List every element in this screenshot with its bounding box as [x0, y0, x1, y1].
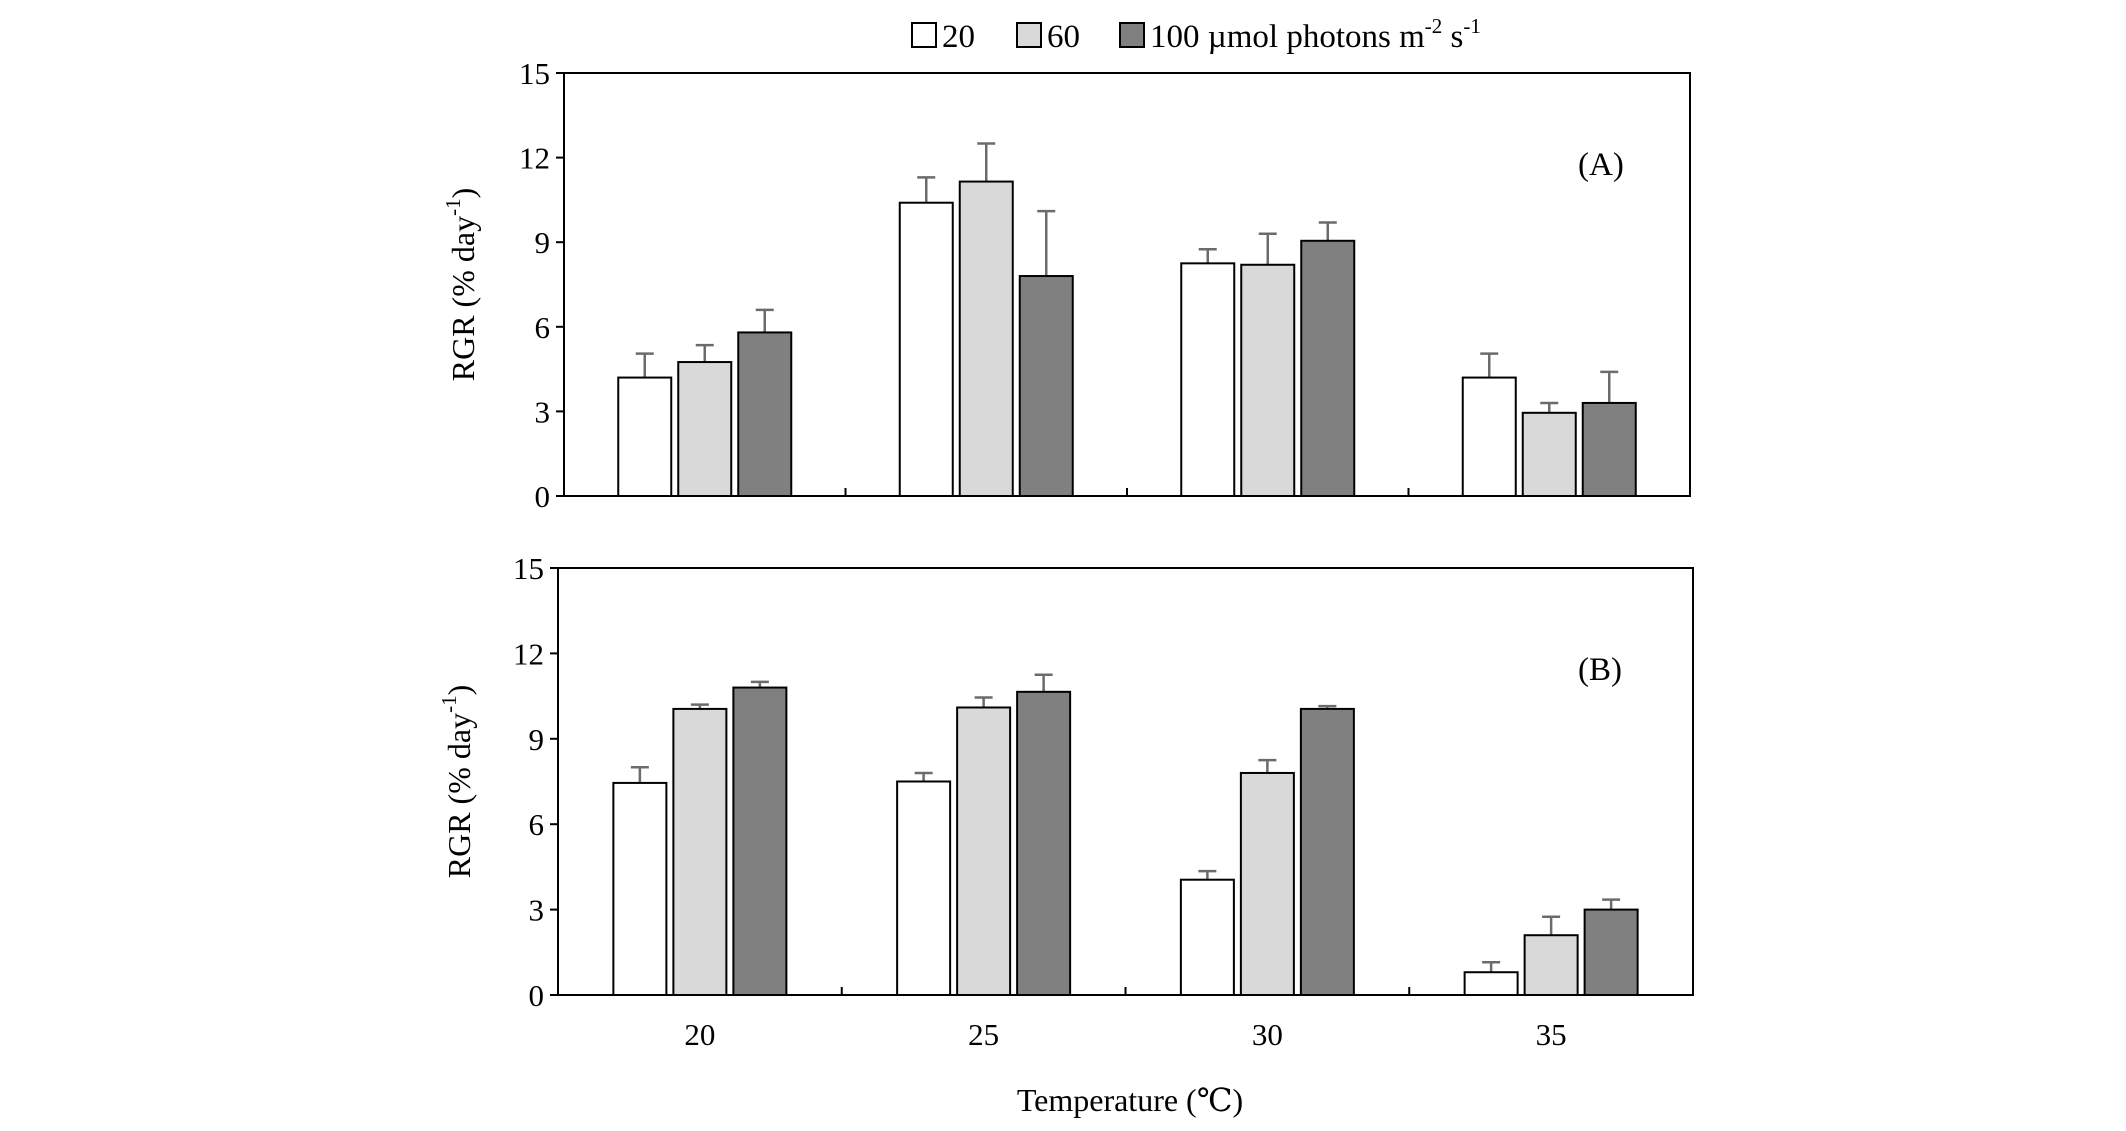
- legend-swatch-20: [911, 22, 937, 48]
- plot-frame: [557, 567, 1694, 996]
- y-tick-label: 0: [535, 479, 551, 514]
- y-tick-label: 15: [519, 56, 550, 91]
- bar-t30-light20: [1180, 262, 1236, 497]
- bar-t30-light60: [1239, 771, 1295, 997]
- bar-t25-light60: [956, 706, 1012, 997]
- panel-label: (B): [1578, 652, 1622, 688]
- y-axis-title: RGR (% day-1): [441, 188, 481, 381]
- panel-a: 0 3 6 9 12 15 (A) RGR (% day-1): [441, 56, 1691, 514]
- y-tick-label: 9: [535, 225, 551, 260]
- legend-swatch-60: [1016, 22, 1042, 48]
- bar-t20-light20: [612, 781, 668, 996]
- bar-t35-light60: [1523, 934, 1579, 996]
- y-tick-label: 12: [519, 141, 550, 176]
- y-tick-label: 15: [513, 551, 544, 586]
- y-tick-label: 3: [535, 394, 551, 429]
- bar-t25-light20: [898, 201, 954, 497]
- bar-t30-light20: [1179, 878, 1235, 997]
- bar-t30-light60: [1240, 263, 1296, 498]
- bar-t35-light100: [1583, 908, 1639, 996]
- bar-t20-light20: [617, 376, 673, 497]
- panel-b: 0 3 6 9 12 15 20 25 30 35 (B) RGR (% day-1): [437, 551, 1694, 1052]
- x-tick-label: 35: [1536, 1017, 1567, 1052]
- bar-t35-light20: [1463, 971, 1519, 997]
- legend-label-20: 20: [942, 19, 975, 55]
- bar-t20-light60: [677, 361, 733, 497]
- plot-frame: [563, 72, 1691, 497]
- bar-t20-light100: [737, 331, 793, 497]
- y-tick-label: 9: [529, 722, 545, 757]
- x-axis-title: Temperature (℃): [1017, 1082, 1243, 1118]
- x-tick-label: 30: [1252, 1017, 1283, 1052]
- bar-t30-light100: [1300, 239, 1356, 497]
- panel-label: (A): [1578, 147, 1624, 183]
- x-tick-label: 20: [684, 1017, 715, 1052]
- bar-t25-light100: [1018, 275, 1074, 498]
- bar-t35-light20: [1461, 376, 1517, 497]
- legend-label-100: 100 µmol photons m-2 s-1: [1150, 14, 1481, 55]
- bar-t25-light20: [896, 780, 952, 996]
- legend-label-60: 60: [1047, 19, 1080, 55]
- y-tick-label: 6: [529, 807, 545, 842]
- legend-swatch-100: [1119, 22, 1145, 48]
- bar-t35-light60: [1521, 411, 1577, 497]
- y-tick-label: 3: [529, 893, 545, 928]
- y-axis-title: RGR (% day-1): [437, 685, 477, 878]
- bar-t30-light100: [1299, 707, 1355, 996]
- legend: 20 60 100 µmol photons m-2 s-1: [911, 14, 1481, 55]
- bar-t35-light100: [1581, 401, 1637, 497]
- bar-t20-light100: [732, 686, 788, 996]
- bar-t25-light60: [958, 180, 1014, 497]
- y-tick-label: 12: [513, 636, 544, 671]
- bar-t25-light100: [1016, 690, 1072, 997]
- bar-t20-light60: [672, 707, 728, 996]
- x-tick-label: 25: [968, 1017, 999, 1052]
- y-tick-label: 0: [529, 978, 545, 1013]
- y-tick-label: 6: [535, 310, 551, 345]
